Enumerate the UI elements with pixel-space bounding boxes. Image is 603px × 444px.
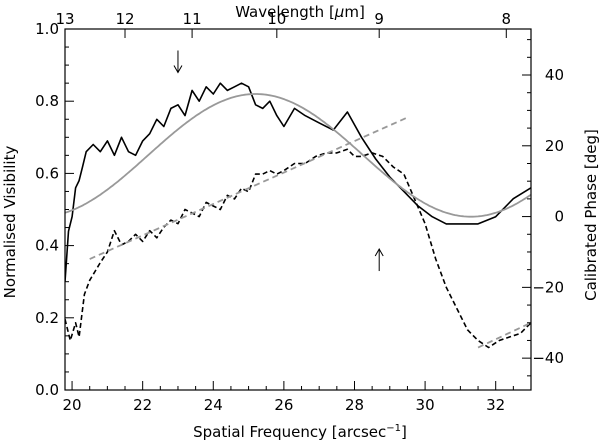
x-axis-title: Spatial Frequency [arcsec−1] [193, 423, 407, 441]
top-axis-title: Wavelength [μm] [235, 3, 365, 21]
axes-layer: 20 22 24 26 28 30 32 0.0 0.2 0.4 0.6 0.8 1.0 −40 −20 0 2… [35, 10, 564, 414]
top-axis-title-suffix: m] [344, 3, 364, 21]
top-axis-title-mu: μ [334, 3, 345, 21]
y-right-tick-label: 40 [545, 66, 564, 84]
y-left-tick-label: 0.0 [35, 381, 59, 399]
top-tick-label: 11 [183, 10, 202, 28]
top-tick-label: 12 [115, 10, 134, 28]
right-axis-title: Calibrated Phase [deg] [582, 129, 600, 301]
y-left-tick-label: 0.6 [35, 164, 59, 182]
annotation-arrow-1-head [374, 248, 384, 257]
y-left-tick-label: 0.8 [35, 92, 59, 110]
annotation-arrow-0-head [173, 65, 183, 74]
y-left-tick-label: 1.0 [35, 20, 59, 38]
series-1-line [65, 148, 531, 349]
y-left-tick-label: 0.4 [35, 237, 59, 255]
y-right-tick-label: −20 [532, 278, 564, 296]
x-axis-title-superscript: −1 [386, 423, 401, 434]
x-tick-label: 30 [416, 396, 435, 414]
x-axis-title-suffix: ] [401, 423, 407, 441]
y-right-tick-label: 20 [545, 137, 564, 155]
top-tick-label: 8 [502, 10, 512, 28]
x-tick-label: 20 [63, 396, 82, 414]
series-3-segment-0 [89, 116, 408, 260]
x-axis-title-prefix: Spatial Frequency [arcsec [193, 423, 386, 441]
top-tick-label: 9 [374, 10, 384, 28]
x-tick-label: 24 [204, 396, 223, 414]
x-tick-label: 26 [274, 396, 293, 414]
data-area [65, 82, 531, 349]
series-2-fit-curve [65, 93, 531, 218]
y-left-tick-label: 0.2 [35, 309, 59, 327]
x-tick-label: 32 [486, 396, 505, 414]
plot-layer [65, 50, 531, 349]
top-axis-title-prefix: Wavelength [ [235, 3, 335, 21]
y-right-tick-label: 0 [554, 208, 564, 226]
x-tick-label: 22 [133, 396, 152, 414]
left-axis-title: Normalised Visibility [1, 146, 19, 299]
y-right-tick-label: −40 [532, 349, 564, 367]
top-tick-label: 13 [55, 10, 74, 28]
top-tick-label: 10 [267, 10, 286, 28]
x-tick-label: 28 [345, 396, 364, 414]
